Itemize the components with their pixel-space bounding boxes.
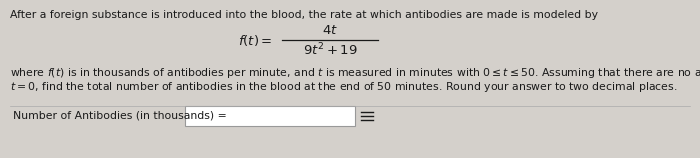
Text: $9t^2 + 19$: $9t^2 + 19$ [302, 42, 358, 58]
FancyBboxPatch shape [185, 106, 355, 126]
Text: $f(t) =$: $f(t) =$ [237, 33, 272, 48]
Text: After a foreign substance is introduced into the blood, the rate at which antibo: After a foreign substance is introduced … [10, 10, 598, 20]
Text: where $f(t)$ is in thousands of antibodies per minute, and $t$ is measured in mi: where $f(t)$ is in thousands of antibodi… [10, 66, 700, 80]
Text: Number of Antibodies (in thousands) =: Number of Antibodies (in thousands) = [13, 111, 227, 121]
Text: $t = 0$, find the total number of antibodies in the blood at the end of 50 minut: $t = 0$, find the total number of antibo… [10, 80, 678, 94]
Text: $4t$: $4t$ [322, 24, 338, 36]
